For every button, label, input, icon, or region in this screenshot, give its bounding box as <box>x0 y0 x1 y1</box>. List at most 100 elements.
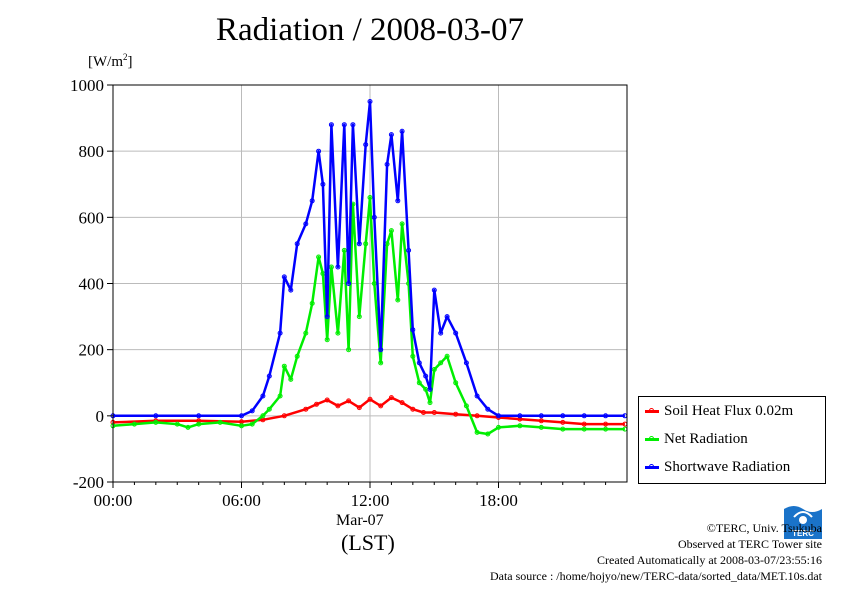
y-unit-base: [W/m <box>88 54 123 70</box>
data-point <box>335 403 341 409</box>
data-point <box>453 380 459 386</box>
x-tick-label: 06:00 <box>222 491 261 510</box>
chart-title: Radiation / 2008-03-07 <box>216 12 524 48</box>
data-point <box>309 198 315 204</box>
data-point <box>328 122 334 128</box>
data-point <box>416 380 422 386</box>
legend-swatch-soil-heat-flux <box>645 408 659 414</box>
legend-item-soil-heat-flux: Soil Heat Flux 0.02m <box>645 400 793 422</box>
data-point <box>294 241 300 247</box>
series-net-radiation <box>110 195 628 437</box>
x-tick-label: 00:00 <box>94 491 133 510</box>
legend-item-shortwave-radiation: Shortwave Radiation <box>645 456 790 478</box>
data-point <box>131 421 137 427</box>
data-point <box>474 413 480 419</box>
y-axis-unit: [W/m2] <box>88 52 133 71</box>
data-point <box>367 99 373 104</box>
data-point <box>444 353 450 359</box>
data-point <box>281 413 287 419</box>
data-point <box>367 195 373 200</box>
data-point <box>346 398 352 404</box>
data-point <box>281 363 287 369</box>
data-point <box>399 221 405 227</box>
data-point <box>309 300 315 306</box>
data-point <box>371 214 377 220</box>
data-point <box>316 148 322 154</box>
data-point <box>363 241 369 247</box>
data-point <box>427 400 433 406</box>
footer-credits: ©TERC, Univ. Tsukuba Observed at TERC To… <box>490 520 822 584</box>
data-point <box>453 411 459 417</box>
axis-ticks: -200 0 200 400 600 800 1000 00:00 06:00 12:00 18:0… <box>70 76 607 510</box>
legend-label-net-radiation: Net Radiation <box>664 431 748 447</box>
data-point <box>603 426 609 432</box>
logo-text: TERC <box>792 529 814 538</box>
data-point <box>346 281 352 286</box>
legend: Soil Heat Flux 0.02m Net Radiation Short… <box>638 396 826 484</box>
data-point <box>399 400 405 406</box>
y-tick-label: 600 <box>79 208 105 227</box>
legend-label-soil-heat-flux: Soil Heat Flux 0.02m <box>664 403 794 419</box>
data-point <box>303 221 309 227</box>
series-line <box>112 196 625 436</box>
data-point <box>496 413 501 419</box>
series-line <box>112 396 625 426</box>
data-point <box>341 247 347 253</box>
data-point <box>324 314 330 320</box>
data-point <box>356 314 362 320</box>
data-point <box>378 347 384 353</box>
footer-observed: Observed at TERC Tower site <box>677 537 822 551</box>
data-point <box>560 413 566 419</box>
data-point <box>581 413 587 419</box>
data-point <box>153 413 159 419</box>
data-point <box>153 419 159 425</box>
data-point <box>388 132 394 138</box>
data-point <box>320 181 326 187</box>
x-axis-lst-label: (LST) <box>341 530 395 555</box>
data-point <box>303 406 309 412</box>
series-group <box>110 99 628 437</box>
data-point <box>341 122 347 128</box>
data-point <box>303 330 309 336</box>
y-tick-label: 1000 <box>70 76 104 95</box>
data-point <box>239 423 244 429</box>
data-point <box>416 360 422 366</box>
footer-created: Created Automatically at 2008-03-07/23:5… <box>597 553 822 567</box>
data-point <box>367 396 373 402</box>
data-point <box>538 424 544 430</box>
data-point <box>335 330 341 336</box>
data-point <box>196 413 202 419</box>
y-unit-close: ] <box>127 54 133 70</box>
y-tick-label: 200 <box>79 341 105 360</box>
data-point <box>463 403 469 409</box>
data-point <box>431 410 437 415</box>
data-point <box>395 198 401 204</box>
data-point <box>399 128 405 134</box>
data-point <box>196 421 202 427</box>
y-tick-label: 800 <box>79 142 105 161</box>
data-point <box>277 330 283 336</box>
data-point <box>356 405 362 411</box>
data-point <box>288 376 294 382</box>
x-tick-label: 18:00 <box>479 491 518 510</box>
data-point <box>517 416 523 422</box>
y-tick-label: -200 <box>73 473 104 492</box>
series-shortwave-radiation <box>110 99 628 419</box>
legend-swatch-shortwave-radiation <box>645 464 659 470</box>
data-point <box>410 353 416 359</box>
data-point <box>277 393 283 399</box>
legend-item-net-radiation: Net Radiation <box>645 428 748 450</box>
series-soil-heat-flux-0-02m <box>110 395 628 427</box>
data-point <box>603 421 609 427</box>
y-tick-label: 400 <box>79 275 105 294</box>
data-point <box>217 419 223 425</box>
data-point <box>266 406 272 412</box>
data-point <box>281 274 287 280</box>
y-tick-label: 0 <box>96 407 105 426</box>
data-point <box>431 367 437 372</box>
data-point <box>249 421 255 427</box>
data-point <box>560 419 566 425</box>
data-point <box>260 413 266 419</box>
data-point <box>324 397 330 403</box>
